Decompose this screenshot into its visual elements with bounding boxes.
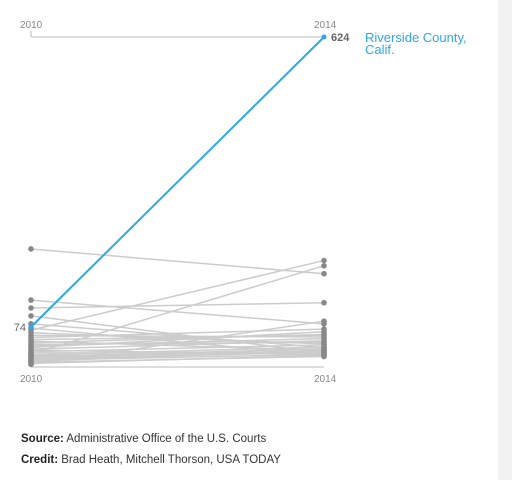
highlight-end-value-label: 624 bbox=[331, 32, 350, 44]
credit-note: Credit: Brad Heath, Mitchell Thorson, US… bbox=[21, 454, 281, 466]
background-series-end-point bbox=[321, 347, 327, 353]
background-series-end-point bbox=[321, 337, 327, 344]
background-series-line bbox=[30, 347, 325, 358]
source-note: Source: Administrative Office of the U.S… bbox=[21, 433, 266, 445]
background-series-start-point bbox=[28, 305, 34, 311]
background-series-end-point bbox=[321, 257, 327, 264]
background-series-end-point bbox=[321, 328, 327, 335]
background-series-line bbox=[30, 299, 325, 325]
bottom-x-tick-label-2014: 2014 bbox=[314, 374, 337, 385]
background-series-line bbox=[30, 265, 325, 355]
background-series-line bbox=[30, 259, 325, 331]
background-series-line bbox=[30, 330, 325, 349]
source-text: Administrative Office of the U.S. Courts bbox=[66, 433, 267, 445]
background-series-points bbox=[28, 246, 327, 368]
background-series-start-point bbox=[28, 313, 34, 319]
background-series-line bbox=[30, 333, 325, 344]
background-series-end-point bbox=[321, 352, 327, 359]
bottom-x-tick-label-2010: 2010 bbox=[20, 374, 43, 385]
background-series-start-point bbox=[28, 297, 34, 303]
slope-chart: 2010 2014 2010 2014 74 624 Riverside Cou… bbox=[14, 20, 467, 385]
background-series-end-point bbox=[321, 263, 327, 269]
background-series-line bbox=[30, 339, 325, 350]
background-series-line bbox=[30, 248, 325, 275]
credit-text: Brad Heath, Mitchell Thorson, USA TODAY bbox=[61, 454, 281, 466]
highlight-series-name-line-2: Calif. bbox=[365, 42, 395, 57]
background-series-start-point bbox=[28, 246, 34, 252]
background-series-line bbox=[30, 346, 325, 356]
highlight-series-line bbox=[30, 36, 325, 328]
background-series-line bbox=[30, 320, 325, 366]
background-series-end-point bbox=[321, 318, 327, 324]
background-series-end-point bbox=[321, 270, 327, 277]
highlight-start-value-label: 74 bbox=[14, 322, 26, 334]
highlight-series-name-line-1: Riverside County, bbox=[365, 30, 467, 45]
credit-label: Credit: bbox=[21, 454, 59, 466]
background-series-line bbox=[30, 301, 325, 309]
background-series-end-point bbox=[321, 299, 327, 306]
background-series-line bbox=[30, 354, 325, 365]
background-series-line bbox=[30, 344, 325, 353]
top-x-tick-label-2014: 2014 bbox=[314, 20, 337, 31]
background-series-line bbox=[30, 349, 325, 363]
background-series-lines bbox=[30, 248, 325, 366]
source-label: Source: bbox=[21, 433, 64, 445]
highlight-start-point bbox=[28, 324, 34, 330]
top-x-tick-label-2010: 2010 bbox=[20, 20, 43, 31]
chart-card: 2010 2014 2010 2014 74 624 Riverside Cou… bbox=[0, 0, 498, 480]
highlight-end-point bbox=[321, 34, 327, 40]
background-series-line bbox=[30, 328, 325, 339]
background-series-start-point bbox=[28, 361, 34, 368]
